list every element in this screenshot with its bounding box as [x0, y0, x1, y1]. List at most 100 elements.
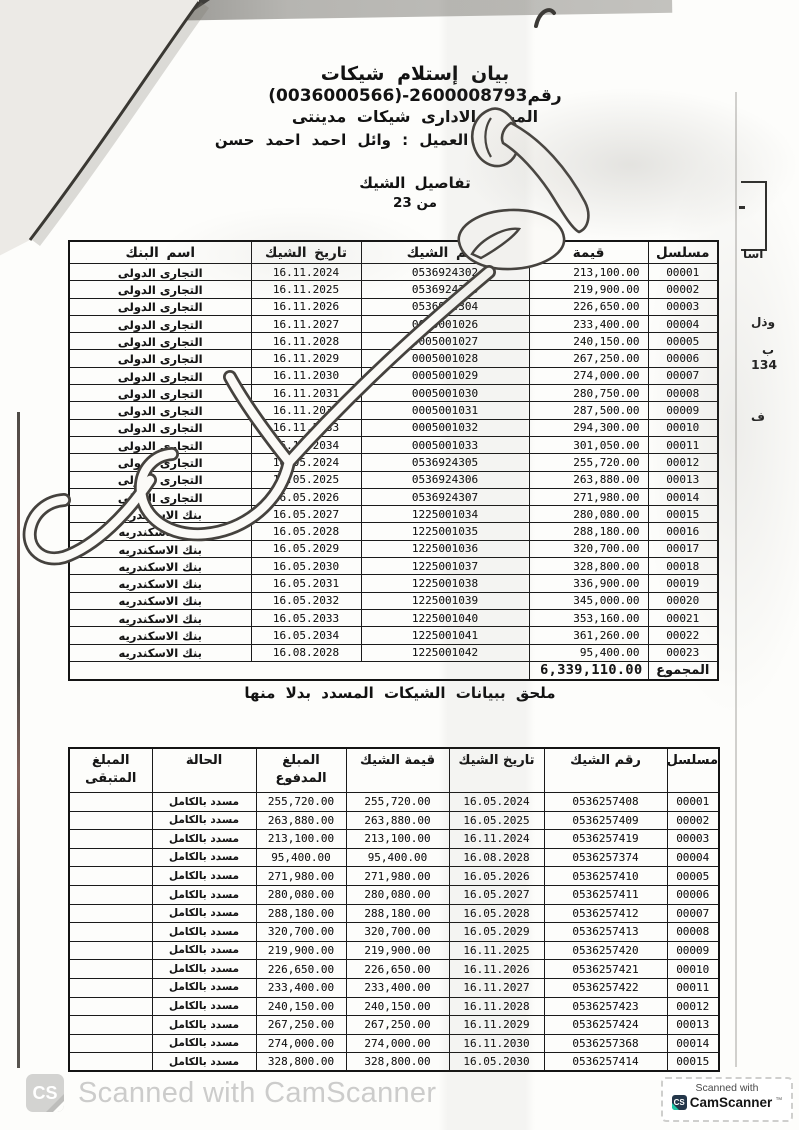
cell-value: 328,800.00 [528, 557, 649, 576]
cell-status: مسدد بالكامل [151, 959, 257, 979]
cell-serial: 00001 [666, 792, 720, 812]
cell-bank-name: التجارى الدولى [68, 418, 252, 437]
cell-cheque-number: 1225001042 [360, 643, 530, 662]
cell-status: مسدد بالكامل [151, 903, 257, 924]
doc-building-line: المبنى الادارى شيكات مدينتى [291, 107, 539, 126]
cell-cheque-date: 16.05.2034 [250, 626, 362, 645]
cell-remaining-amount [68, 866, 153, 886]
cell-cheque-date: 16.05.2033 [250, 608, 362, 628]
cell-serial: 00003 [666, 829, 720, 849]
cell-cheque-number: 1225001037 [360, 557, 530, 576]
cell-value: 274,000.00 [528, 366, 649, 386]
cell-cheque-number: 0005001027 [360, 332, 530, 351]
cell-value: 95,400.00 [528, 643, 649, 662]
cell-cheque-date: 16.05.2032 [250, 591, 362, 610]
cell-cheque-number: 0536257413 [543, 922, 668, 942]
cell-bank-name: التجارى الدولى [68, 332, 252, 351]
cell-status: مسدد بالكامل [151, 996, 257, 1017]
cell-value: 294,300.00 [528, 418, 649, 437]
cell-status: مسدد بالكامل [151, 922, 257, 942]
camscanner-badge[interactable]: Scanned with CS CamScanner ™ [661, 1077, 793, 1122]
cheque-row: 00012 255,720.00 0536924305 16.05.2024 ا… [68, 453, 719, 472]
cell-cheque-date: 16.08.2028 [250, 643, 362, 662]
cell-bank-name: بنك الاسكندريه [68, 643, 252, 662]
cell-serial: 00023 [647, 643, 719, 662]
badge-scanned-with-text: Scanned with [695, 1082, 759, 1094]
cell-value: 361,260.00 [528, 626, 649, 645]
cell-serial: 00013 [666, 1015, 720, 1035]
cell-serial: 00004 [666, 847, 720, 868]
cheque-row: 00009 287,500.00 0005001031 16.11.2032 ا… [68, 401, 719, 420]
cell-value: 353,160.00 [528, 608, 649, 628]
cell-bank-name: بنك الاسكندريه [68, 591, 252, 610]
cell-paid-amount: 328,800.00 [255, 1052, 347, 1072]
cell-cheque-date: 16.11.2025 [448, 940, 545, 961]
cell-status: مسدد بالكامل [151, 940, 257, 961]
cell-status: مسدد بالكامل [151, 847, 257, 868]
underlying-page-box-fragment [741, 181, 767, 251]
cell-bank-name: التجارى الدولى [68, 384, 252, 403]
cell-status: مسدد بالكامل [151, 1033, 257, 1054]
cell-bank-name: التجارى الدولى [68, 470, 252, 489]
cell-cheque-number: 0005001031 [360, 401, 530, 420]
cell-cheque-number: 0005001030 [360, 384, 530, 403]
cell-cheque-value: 288,180.00 [345, 903, 450, 924]
cell-cheque-date: 16.11.2027 [448, 977, 545, 998]
cell-cheque-number: 0536257368 [543, 1033, 668, 1054]
cell-cheque-date: 16.11.2029 [250, 349, 362, 368]
teal-wedge-icon [671, 1103, 679, 1110]
trademark-symbol: ™ [775, 1097, 783, 1104]
paid-cheque-row: 00008 0536257413 16.05.2029 320,700.00 3… [68, 922, 720, 942]
cheque-row: 00011 301,050.00 0005001033 16.11.2034 ا… [68, 435, 719, 455]
cell-paid-amount: 263,880.00 [255, 810, 347, 831]
paid-cheque-row: 00006 0536257411 16.05.2027 280,080.00 2… [68, 884, 720, 905]
cell-cheque-date: 16.05.2028 [250, 522, 362, 541]
cell-serial: 00009 [666, 940, 720, 961]
cell-cheque-value: 271,980.00 [345, 866, 450, 886]
cell-value: 213,100.00 [528, 262, 649, 282]
cell-cheque-number: 0536257414 [543, 1052, 668, 1072]
cell-cheque-number: 1225001034 [360, 505, 530, 524]
cell-cheque-date: 16.11.2028 [448, 996, 545, 1017]
col-cheque-date: تاريخ الشيك [448, 747, 545, 793]
cell-value: 233,400.00 [528, 314, 649, 334]
cheque-row: 00002 219,900.00 0536924303 16.11.2025 ا… [68, 280, 719, 299]
cell-cheque-date: 16.05.2026 [250, 487, 362, 507]
cheque-row: 00018 328,800.00 1225001037 16.05.2030 ب… [68, 557, 719, 576]
cell-value: 255,720.00 [528, 453, 649, 472]
cell-cheque-value: 328,800.00 [345, 1052, 450, 1072]
cell-cheque-number: 0536257410 [543, 866, 668, 886]
cell-serial: 00021 [647, 608, 719, 628]
total-value: 6,339,110.00 [528, 660, 649, 681]
cell-cheque-date: 16.05.2030 [448, 1052, 545, 1072]
cell-paid-amount: 240,150.00 [255, 996, 347, 1017]
col-cheque-value: قيمة الشيك [345, 747, 450, 793]
cell-cheque-date: 16.11.2029 [448, 1015, 545, 1035]
paid-cheque-row: 00005 0536257410 16.05.2026 271,980.00 2… [68, 866, 720, 886]
cell-cheque-date: 16.05.2028 [448, 903, 545, 924]
cell-value: 345,000.00 [528, 591, 649, 610]
cell-cheque-number: 0536257423 [543, 996, 668, 1017]
col-bank-name: اسم البنك [68, 240, 252, 264]
cell-cheque-number: 0536257374 [543, 847, 668, 868]
cell-cheque-number: 0536257422 [543, 977, 668, 998]
cheque-row: 00005 240,150.00 0005001027 16.11.2028 ا… [68, 332, 719, 351]
cell-cheque-value: 233,400.00 [345, 977, 450, 998]
paid-cheque-row: 00007 0536257412 16.05.2028 288,180.00 2… [68, 903, 720, 924]
cell-cheque-date: 16.05.2030 [250, 557, 362, 576]
cheque-row: 00001 213,100.00 0536924302 16.11.2024 ا… [68, 262, 719, 282]
cell-serial: 00012 [666, 996, 720, 1017]
cell-cheque-value: 219,900.00 [345, 940, 450, 961]
cell-cheque-date: 16.11.2025 [250, 280, 362, 299]
cell-cheque-number: 0536257412 [543, 903, 668, 924]
paid-cheque-row: 00013 0536257424 16.11.2029 267,250.00 2… [68, 1015, 720, 1035]
cell-serial: 00017 [647, 539, 719, 559]
cheque-row: 00006 267,250.00 0005001028 16.11.2029 ا… [68, 349, 719, 368]
cheque-row: 00003 226,650.00 0536924304 16.11.2026 ا… [68, 297, 719, 316]
cell-cheque-date: 16.11.2024 [250, 262, 362, 282]
cell-cheque-value: 280,080.00 [345, 884, 450, 905]
doc-title: بيان إستلام شيكات [320, 63, 510, 85]
cell-cheque-number: 1225001035 [360, 522, 530, 541]
cell-bank-name: بنك الاسكندريه [68, 522, 252, 541]
